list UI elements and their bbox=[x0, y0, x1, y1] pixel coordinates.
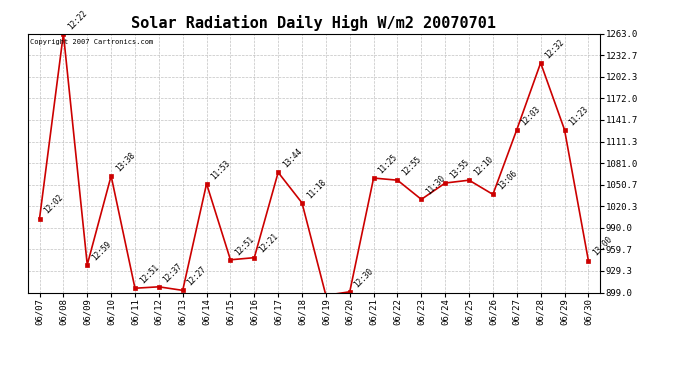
Text: Copyright 2007 Cartronics.com: Copyright 2007 Cartronics.com bbox=[30, 39, 154, 45]
Text: 12:27: 12:27 bbox=[186, 265, 208, 288]
Text: 11:23: 11:23 bbox=[567, 104, 590, 127]
Text: 12:02: 12:02 bbox=[42, 193, 65, 216]
Text: 11:30: 11:30 bbox=[424, 174, 447, 196]
Text: 12:03: 12:03 bbox=[520, 104, 542, 127]
Text: 12:21: 12:21 bbox=[257, 232, 279, 255]
Text: 12:30: 12:30 bbox=[353, 266, 375, 289]
Text: 11:53: 11:53 bbox=[209, 158, 232, 181]
Text: 13:55: 13:55 bbox=[448, 158, 471, 180]
Text: 12:10: 12:10 bbox=[472, 155, 495, 177]
Text: 12:55: 12:55 bbox=[400, 155, 423, 177]
Text: 11:25: 11:25 bbox=[376, 153, 399, 175]
Text: 13:38: 13:38 bbox=[114, 150, 137, 173]
Text: 11:18: 11:18 bbox=[305, 177, 328, 200]
Text: 13:00: 13:00 bbox=[591, 235, 614, 258]
Text: 12:59: 12:59 bbox=[90, 239, 112, 262]
Text: 13:44: 13:44 bbox=[281, 147, 304, 170]
Text: 12:34: 12:34 bbox=[0, 374, 1, 375]
Text: 12:51: 12:51 bbox=[138, 263, 161, 285]
Title: Solar Radiation Daily High W/m2 20070701: Solar Radiation Daily High W/m2 20070701 bbox=[132, 15, 496, 31]
Text: 12:32: 12:32 bbox=[544, 38, 566, 60]
Text: 12:37: 12:37 bbox=[161, 261, 184, 284]
Text: 12:51: 12:51 bbox=[233, 234, 256, 257]
Text: 12:22: 12:22 bbox=[66, 8, 89, 31]
Text: 13:06: 13:06 bbox=[495, 169, 518, 192]
